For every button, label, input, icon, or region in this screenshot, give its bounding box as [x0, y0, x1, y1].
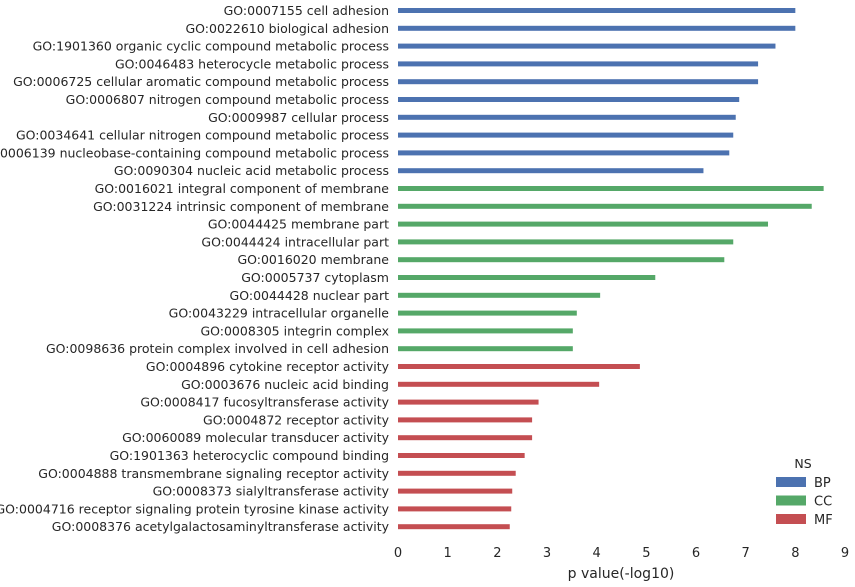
- bar-18: [398, 328, 573, 334]
- category-label: GO:0004888 transmembrane signaling recep…: [38, 466, 389, 481]
- category-label: GO:0006725 cellular aromatic compound me…: [13, 74, 389, 89]
- x-tick-label: 8: [791, 546, 799, 561]
- category-label: GO:1901360 organic cyclic compound metab…: [33, 39, 389, 54]
- legend-label-mf: MF: [814, 513, 833, 528]
- category-label: GO:0016020 membrane: [237, 252, 389, 267]
- bar-17: [398, 310, 577, 316]
- category-label: GO:0008417 fucosyltransferase activity: [140, 395, 389, 410]
- category-label: GO:0004872 receptor activity: [203, 412, 390, 427]
- bar-5: [398, 97, 740, 102]
- bar-10: [398, 186, 824, 191]
- legend-swatch-bp: [776, 477, 806, 487]
- bar-29: [398, 524, 510, 530]
- x-tick-label: 2: [493, 546, 501, 561]
- category-label: GO:0008373 sialyltransferase activity: [153, 484, 390, 499]
- x-tick-label: 1: [444, 546, 452, 561]
- bar-21: [398, 381, 600, 387]
- legend-label-bp: BP: [814, 476, 831, 491]
- bar-9: [398, 168, 704, 174]
- x-tick-label: 3: [543, 546, 551, 561]
- bar-group: [398, 8, 824, 530]
- x-tick-label: 9: [841, 546, 849, 561]
- x-tick-label: 5: [642, 546, 650, 561]
- category-label: GO:0004716 receptor signaling protein ty…: [0, 501, 390, 516]
- category-label: GO:0044425 membrane part: [208, 217, 389, 232]
- bar-6: [398, 114, 736, 120]
- legend-swatch-mf: [776, 514, 806, 524]
- bar-22: [398, 399, 539, 405]
- legend-title: NS: [794, 456, 811, 471]
- category-label: GO:0043229 intracellular organelle: [169, 306, 390, 321]
- category-label: GO:0060089 molecular transducer activity: [122, 430, 390, 445]
- category-label: GO:0005737 cytoplasm: [241, 270, 389, 285]
- x-axis-label: p value(-log10): [568, 566, 675, 582]
- category-label: GO:0004896 cytokine receptor activity: [146, 359, 390, 374]
- category-label: GO:0003676 nucleic acid binding: [181, 377, 389, 392]
- bar-23: [398, 417, 533, 423]
- bar-14: [398, 257, 725, 263]
- bar-25: [398, 453, 525, 458]
- x-tick-label: 0: [394, 546, 402, 561]
- bar-4: [398, 79, 759, 85]
- bar-20: [398, 364, 640, 369]
- category-label: GO:0008376 acetylgalactosaminyltransfera…: [52, 519, 390, 534]
- bar-11: [398, 203, 812, 209]
- bar-16: [398, 292, 601, 298]
- category-label: GO:0044424 intracellular part: [201, 234, 389, 249]
- category-label: GO:0046483 heterocycle metabolic process: [115, 56, 389, 71]
- bar-13: [398, 239, 734, 245]
- bar-12: [398, 221, 769, 227]
- bar-1: [398, 25, 796, 31]
- category-label: GO:0090304 nucleic acid metabolic proces…: [114, 163, 389, 178]
- category-label: GO:0031224 intrinsic component of membra…: [93, 199, 389, 214]
- category-label: GO:0044428 nuclear part: [230, 288, 390, 303]
- category-label: GO:0022610 biological adhesion: [186, 21, 390, 36]
- category-label: GO:0098636 protein complex involved in c…: [46, 341, 389, 356]
- category-label: GO:0006139 nucleobase-containing compoun…: [0, 145, 389, 160]
- bar-0: [398, 8, 796, 13]
- category-label: GO:0007155 cell adhesion: [224, 3, 389, 18]
- category-label: GO:0006807 nitrogen compound metabolic p…: [66, 92, 389, 107]
- x-tick-label: 6: [692, 546, 700, 561]
- category-label: GO:1901363 heterocyclic compound binding: [110, 448, 389, 463]
- x-tick-label: 4: [593, 546, 601, 561]
- category-label: GO:0008305 integrin complex: [200, 323, 389, 338]
- bar-8: [398, 150, 730, 156]
- legend-swatch-cc: [776, 495, 806, 506]
- category-label: GO:0009987 cellular process: [208, 110, 389, 125]
- x-axis-ticks: 0 1 2 3 4 5 6 7 8 9: [394, 546, 849, 561]
- bar-19: [398, 346, 573, 352]
- legend-label-cc: CC: [814, 495, 832, 510]
- category-labels: GO:0007155 cell adhesion GO:0022610 biolo…: [0, 3, 390, 534]
- bar-27: [398, 488, 513, 494]
- category-label: GO:0016021 integral component of membran…: [95, 181, 390, 196]
- legend: NS BP CC MF: [776, 456, 833, 528]
- bar-2: [398, 43, 776, 49]
- x-tick-label: 7: [742, 546, 750, 561]
- bar-26: [398, 470, 516, 476]
- bar-15: [398, 275, 656, 280]
- bar-3: [398, 61, 759, 67]
- bar-7: [398, 132, 734, 138]
- category-label: GO:0034641 cellular nitrogen compound me…: [16, 128, 389, 143]
- bar-28: [398, 506, 512, 512]
- bar-24: [398, 435, 533, 441]
